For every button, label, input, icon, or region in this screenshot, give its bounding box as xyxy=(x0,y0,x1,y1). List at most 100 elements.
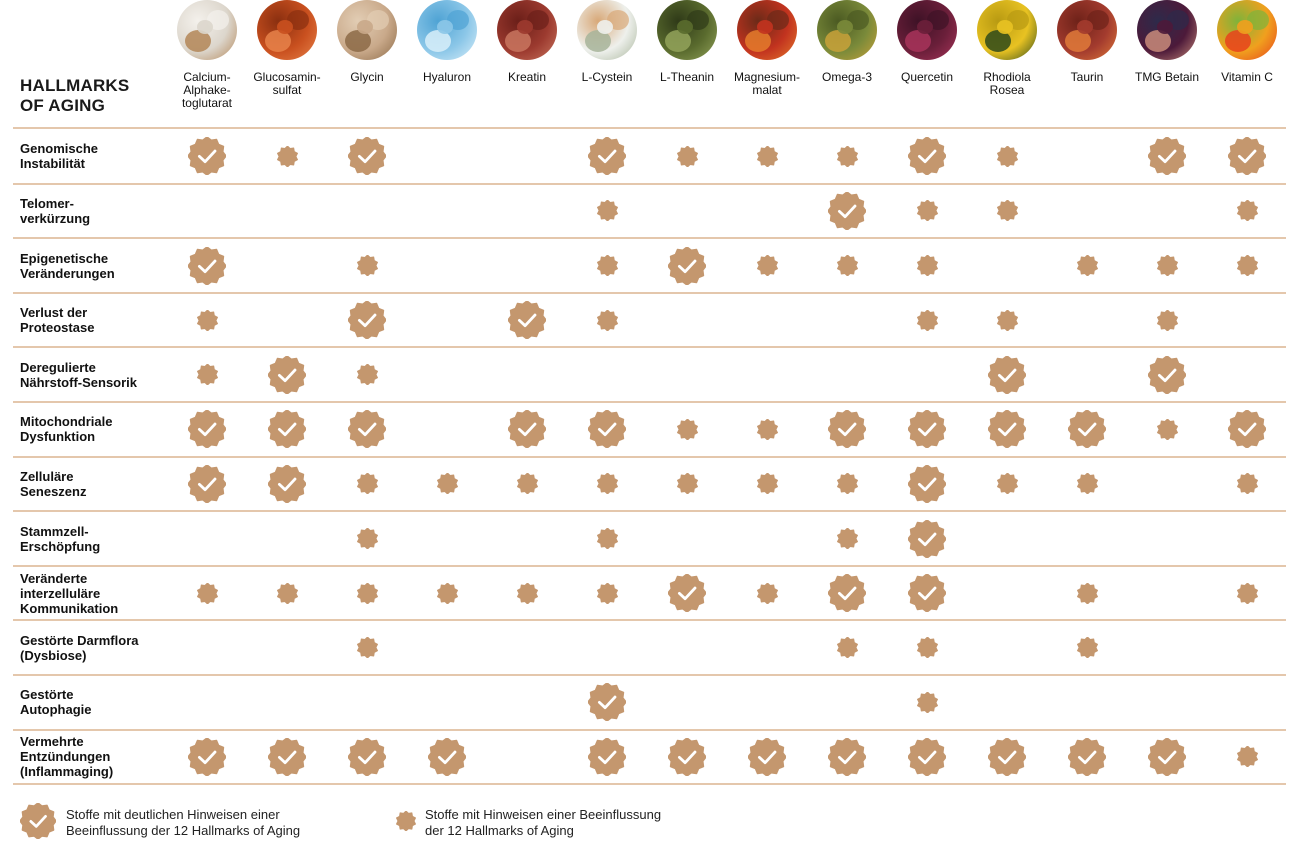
seal-dot-icon xyxy=(676,418,698,441)
seal-check-icon xyxy=(827,409,867,450)
supplement-photo xyxy=(1057,0,1117,60)
supplement-name: Omega-3 xyxy=(821,70,873,84)
seal-check-icon xyxy=(187,464,227,504)
seal-dot-icon xyxy=(756,254,778,277)
hallmark-label: Stammzell- Erschöpfung xyxy=(20,523,101,554)
supplement-name: Kreatin xyxy=(507,70,547,84)
seal-dot-icon xyxy=(756,418,778,441)
row-divider xyxy=(13,183,1286,185)
seal-check-icon xyxy=(667,573,707,613)
seal-check-icon xyxy=(347,737,387,777)
seal-check-icon xyxy=(187,136,227,177)
supplement-photo xyxy=(977,0,1037,60)
seal-dot-icon xyxy=(1076,636,1098,659)
supplement-photo xyxy=(897,0,957,60)
seal-check-icon xyxy=(347,409,387,450)
supplement-name: Glycin xyxy=(350,70,384,84)
seal-check-icon xyxy=(587,136,627,177)
hallmark-label: Verlust der Proteostase xyxy=(20,305,95,336)
seal-dot-icon xyxy=(596,527,618,550)
seal-dot-icon xyxy=(356,527,378,550)
seal-dot-icon xyxy=(1236,199,1258,222)
seal-check-icon xyxy=(587,682,627,723)
row-divider xyxy=(13,346,1286,348)
seal-dot-icon xyxy=(756,145,778,168)
supplement-name: Taurin xyxy=(1070,70,1104,84)
seal-dot-icon xyxy=(516,472,538,495)
seal-check-icon xyxy=(267,409,307,450)
seal-dot-icon xyxy=(756,582,778,605)
seal-check-icon xyxy=(1147,136,1187,177)
supplement-name: Quercetin xyxy=(900,70,954,84)
seal-dot-icon xyxy=(836,472,858,495)
seal-dot-icon xyxy=(596,309,618,332)
seal-check-icon xyxy=(507,409,547,450)
supplement-photo xyxy=(657,0,717,60)
supplement-name: Glucosamin- sulfat xyxy=(253,70,321,97)
seal-check-icon xyxy=(747,737,787,777)
seal-check-icon xyxy=(907,737,947,777)
seal-dot-icon xyxy=(1156,254,1178,277)
legend-strong-text: Stoffe mit deutlichen Hinweisen einer Be… xyxy=(66,807,301,838)
seal-dot-icon xyxy=(516,582,538,605)
hallmark-label: Zelluläre Seneszenz xyxy=(20,468,87,499)
seal-dot-icon xyxy=(596,199,618,222)
row-divider xyxy=(13,292,1286,294)
seal-dot-icon xyxy=(356,472,378,495)
seal-dot-icon xyxy=(276,145,298,168)
supplement-photo xyxy=(417,0,477,60)
hallmark-label: Mitochondriale Dysfunktion xyxy=(20,414,113,445)
seal-dot-icon xyxy=(836,145,858,168)
hallmark-label: Veränderte interzelluläre Kommunikation xyxy=(20,570,119,616)
supplement-name: L-Cystein xyxy=(581,70,633,84)
seal-check-icon xyxy=(587,737,627,777)
seal-dot-icon xyxy=(1236,582,1258,605)
seal-check-icon xyxy=(907,409,947,450)
seal-check-icon xyxy=(907,573,947,613)
seal-dot-icon xyxy=(916,309,938,332)
legend-weak-text: Stoffe mit Hinweisen einer Beeinflussung… xyxy=(425,807,662,838)
seal-dot-icon xyxy=(356,254,378,277)
seal-check-icon xyxy=(1227,136,1267,177)
supplement-photo xyxy=(737,0,797,60)
row-divider xyxy=(13,565,1286,567)
seal-dot-icon xyxy=(1156,309,1178,332)
seal-dot-icon xyxy=(196,363,218,386)
seal-dot-icon xyxy=(356,582,378,605)
seal-check-icon xyxy=(907,464,947,504)
supplement-name: Magnesium- malat xyxy=(733,70,801,97)
supplement-name: Vitamin C xyxy=(1221,70,1273,84)
supplement-photo xyxy=(497,0,557,60)
row-divider xyxy=(13,401,1286,403)
seal-dot-icon xyxy=(596,472,618,495)
seal-dot-icon xyxy=(676,145,698,168)
seal-check-icon xyxy=(347,300,387,340)
seal-dot-icon xyxy=(1236,745,1258,768)
seal-dot-icon xyxy=(916,254,938,277)
seal-dot-icon xyxy=(356,363,378,386)
seal-dot-icon xyxy=(436,472,458,495)
seal-dot-icon xyxy=(1076,582,1098,605)
seal-dot-icon xyxy=(756,472,778,495)
row-divider xyxy=(13,619,1286,621)
seal-check-icon xyxy=(907,136,947,177)
row-divider xyxy=(13,729,1286,731)
seal-dot-icon xyxy=(1236,254,1258,277)
seal-dot-icon xyxy=(196,309,218,332)
hallmark-label: Genomische Instabilität xyxy=(20,141,99,172)
supplement-name: TMG Betain xyxy=(1134,70,1200,84)
seal-check-icon xyxy=(1147,737,1187,777)
seal-dot-icon xyxy=(596,254,618,277)
hallmark-label: Gestörte Autophagie xyxy=(20,687,92,718)
seal-dot-icon xyxy=(1236,472,1258,495)
supplement-photo xyxy=(257,0,317,60)
supplement-photo xyxy=(337,0,397,60)
seal-check-icon xyxy=(987,409,1027,450)
seal-dot-icon xyxy=(996,309,1018,332)
seal-check-icon xyxy=(827,191,867,231)
seal-dot-icon xyxy=(1076,254,1098,277)
seal-dot-icon xyxy=(196,582,218,605)
seal-check-icon xyxy=(267,464,307,504)
seal-check-icon xyxy=(187,737,227,777)
seal-dot-icon xyxy=(916,691,938,714)
